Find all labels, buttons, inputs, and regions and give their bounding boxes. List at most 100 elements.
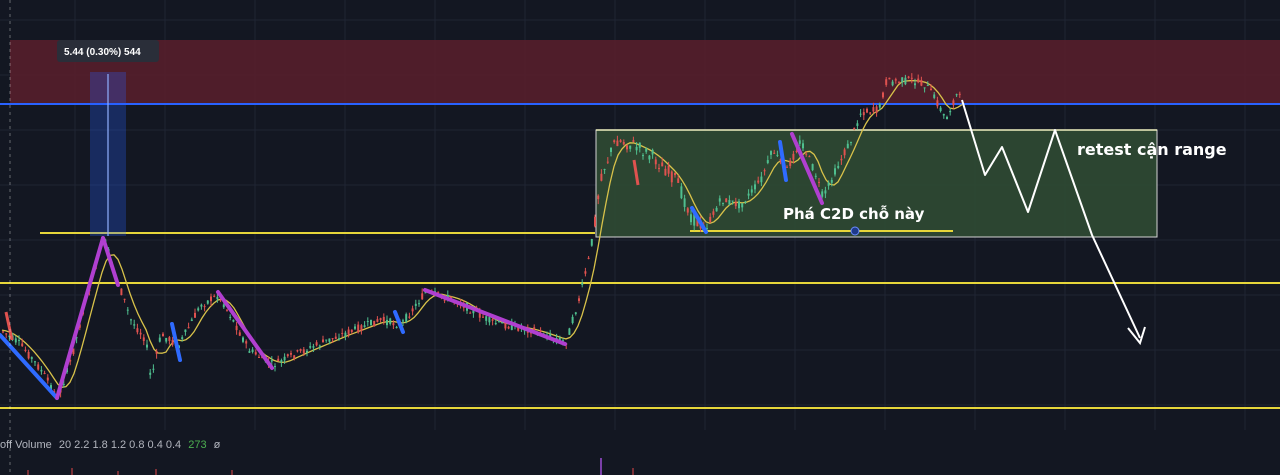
candle-body [683, 198, 686, 207]
candle-body [715, 207, 718, 212]
candle-body [190, 319, 193, 321]
candle-body [754, 184, 756, 190]
candle-body [706, 228, 708, 230]
candle-body [587, 257, 590, 259]
candle-body [651, 149, 654, 155]
candle-body [14, 338, 17, 343]
candle-body [939, 107, 942, 112]
candle-body [661, 162, 664, 167]
candle-body [805, 153, 808, 155]
volume-visibility-icon[interactable]: ø [214, 439, 221, 451]
candle-body [8, 335, 11, 338]
candle-body [194, 312, 196, 318]
volume-values: 20 2.2 1.8 1.2 0.8 0.4 0.4 [59, 439, 181, 451]
candle-body [955, 94, 958, 96]
trend-leg-blue [170, 322, 182, 362]
candle-body [712, 211, 715, 215]
candle-body [382, 316, 385, 322]
candle-body [411, 308, 414, 312]
candle-body [72, 348, 75, 355]
candle-body [949, 110, 952, 113]
candle-body [904, 77, 907, 85]
candle-body [728, 200, 731, 205]
candle-body [286, 354, 289, 357]
candle-body [43, 373, 46, 375]
candle-body [578, 298, 580, 301]
candle-body [606, 161, 609, 163]
candle-body [386, 319, 388, 326]
trend-legs [0, 132, 824, 400]
candle-body [376, 319, 379, 322]
candle-body [133, 324, 136, 326]
candle-body [408, 316, 411, 318]
candle-body [795, 151, 798, 153]
candle-body [149, 372, 152, 375]
candle-body [126, 309, 129, 311]
candle-body [130, 319, 132, 321]
svg-text:off Volume 20 2.2 1.8 1.: off Volume 20 2.2 1.8 1.2 0.8 0.4 0.4 27… [0, 439, 221, 451]
candle-body [747, 193, 750, 196]
candle-body [792, 153, 795, 160]
candle-body [293, 355, 296, 359]
candle-body [603, 169, 606, 171]
candle-body [885, 79, 888, 85]
candle-body [635, 146, 638, 151]
candle-body [315, 342, 318, 346]
candle-body [946, 116, 948, 120]
candle-body [450, 296, 452, 299]
candle-body [478, 311, 481, 318]
candle-body [37, 364, 40, 370]
candle-body [744, 201, 747, 203]
candle-body [840, 158, 843, 161]
candle-body [360, 325, 363, 331]
candle-body [306, 350, 308, 353]
candle-body [930, 88, 932, 91]
candle-body [907, 76, 910, 78]
candle-body [533, 327, 536, 330]
candle-body [584, 271, 587, 274]
volume-legend[interactable]: off Volume 20 2.2 1.8 1.2 0.8 0.4 0.4 27… [0, 439, 221, 451]
volume-count: 273 [188, 439, 206, 451]
candle-body [78, 324, 81, 328]
candle-body [389, 318, 392, 324]
candle-body [162, 333, 164, 337]
candle-body [350, 329, 353, 332]
candle-body [402, 320, 404, 322]
trend-leg-red [632, 159, 640, 186]
trend-leg-red [4, 311, 14, 341]
candle-body [142, 337, 145, 341]
candle-body [850, 141, 852, 143]
measure-tool[interactable]: 5.44 (0.30%) 544 [57, 40, 159, 236]
candle-body [818, 181, 820, 183]
candle-body [187, 327, 190, 329]
candle-body [251, 349, 254, 352]
candle-body [414, 303, 417, 306]
candle-body [485, 316, 488, 321]
candle-body [62, 383, 65, 385]
candle-body [622, 141, 625, 145]
candle-body [549, 334, 552, 338]
candle-body [686, 208, 689, 213]
candle-body [328, 338, 331, 342]
candle-body [152, 368, 155, 370]
candle-body [242, 337, 244, 342]
candle-body [331, 338, 334, 340]
trend-leg-purple [423, 288, 567, 346]
candle-body [866, 108, 868, 113]
candle-body [238, 332, 241, 336]
anchor-dot[interactable] [850, 226, 860, 236]
candle-body [136, 328, 139, 333]
candle-body [290, 353, 292, 355]
candle-body [741, 203, 744, 208]
candle-body [846, 143, 849, 149]
candle-body [123, 298, 126, 300]
candle-body [139, 332, 142, 335]
candle-body [197, 308, 200, 311]
candle-body [210, 296, 212, 302]
volume-bars [27, 458, 634, 475]
trend-leg-blue [778, 140, 788, 182]
candle-body [571, 316, 574, 324]
candle-body [501, 322, 504, 324]
